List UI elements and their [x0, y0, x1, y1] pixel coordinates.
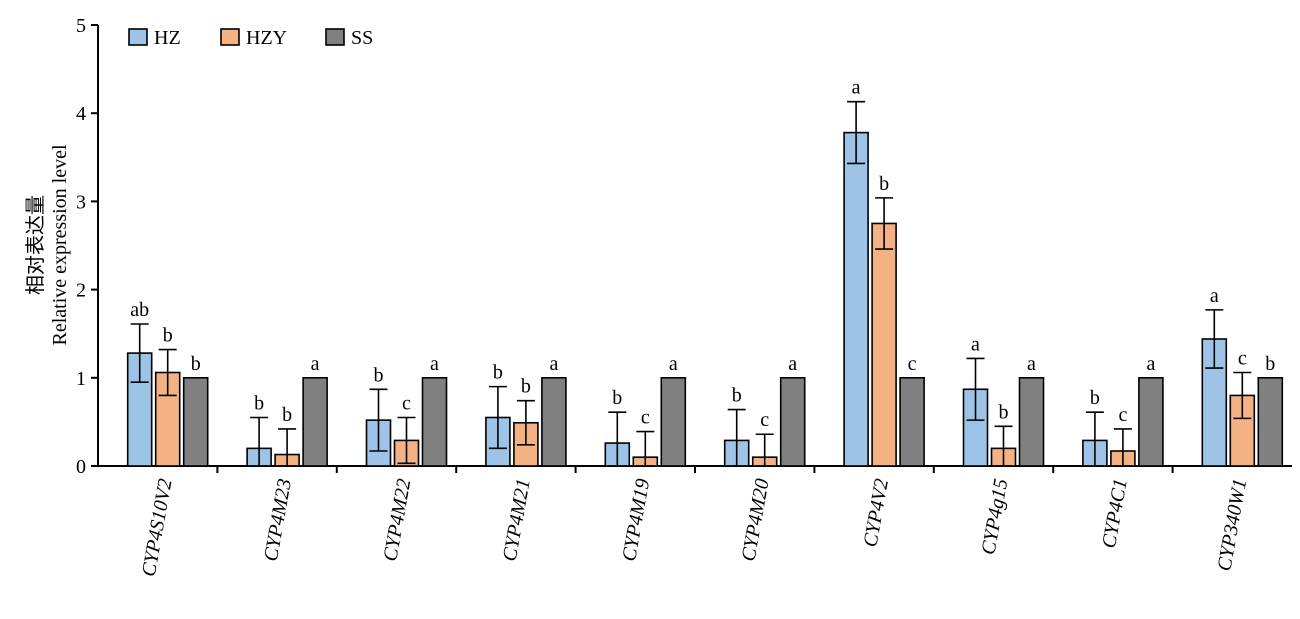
significance-label: b: [191, 353, 201, 375]
y-axis-label: Relative expression level: [49, 144, 71, 345]
significance-label: c: [641, 407, 650, 429]
significance-label: a: [788, 353, 797, 375]
category-label: CYP4M19: [618, 477, 654, 563]
legend-swatch-hz: [129, 29, 147, 45]
bar-ss: [423, 378, 447, 466]
y-axis-title: 相对表达量 Relative expression level: [24, 144, 71, 345]
category-label: CYP4M23: [260, 477, 296, 563]
bar-ss: [1139, 378, 1163, 466]
significance-label: c: [760, 409, 769, 431]
bar-ss: [781, 378, 805, 466]
y-tick-label: 0: [76, 456, 86, 478]
significance-label: c: [402, 392, 411, 414]
significance-label: a: [430, 353, 439, 375]
significance-label: ab: [130, 299, 149, 321]
significance-label: a: [1146, 353, 1155, 375]
significance-label: b: [163, 325, 173, 347]
y-tick-label: 2: [76, 280, 86, 302]
category-label: CYP4V2: [859, 477, 893, 549]
category-label: CYP4S10V2: [138, 477, 177, 578]
bar-hz: [844, 133, 868, 466]
significance-label: a: [852, 77, 861, 99]
significance-label: b: [282, 404, 292, 426]
significance-label: a: [311, 353, 320, 375]
bar-ss: [900, 378, 924, 466]
bar-ss: [1020, 378, 1044, 466]
significance-label: b: [374, 364, 384, 386]
significance-label: a: [971, 333, 980, 355]
significance-label: b: [254, 392, 264, 414]
category-labels: CYP4S10V2 CYP4M23 CYP4M22 CYP4M21 CYP4M19 CYP…: [138, 477, 1251, 578]
significance-label: b: [493, 362, 503, 384]
bar-ss: [303, 378, 327, 466]
significance-label: b: [732, 385, 742, 407]
significance-label: c: [1238, 348, 1247, 370]
bars: [128, 133, 1283, 466]
significance-label: a: [1027, 353, 1036, 375]
category-label: CYP4g15: [977, 477, 1012, 556]
significance-label: b: [999, 401, 1009, 423]
bar-ss: [1258, 378, 1282, 466]
category-label: CYP4M20: [737, 477, 773, 563]
significance-label: c: [908, 353, 917, 375]
significance-label: b: [879, 173, 889, 195]
significance-label: a: [669, 353, 678, 375]
y-tick-label: 3: [76, 191, 86, 213]
bar-hzy: [872, 223, 896, 466]
y-tick-label: 4: [76, 103, 86, 125]
significance-label: b: [612, 387, 622, 409]
significance-label: b: [1265, 353, 1275, 375]
y-tick-label: 1: [76, 368, 86, 390]
y-axis-label-cn: 相对表达量: [24, 195, 47, 295]
y-tick-label: 5: [76, 15, 86, 37]
bar-ss: [661, 378, 685, 466]
legend-label-ss: SS: [351, 27, 373, 49]
significance-label: a: [549, 353, 558, 375]
category-label: CYP340W1: [1213, 477, 1251, 573]
significance-label: c: [1118, 404, 1127, 426]
legend-label-hz: HZ: [154, 27, 181, 49]
significance-label: a: [1210, 285, 1219, 307]
legend-swatch-hzy: [221, 29, 239, 45]
category-label: CYP4C1: [1098, 477, 1132, 550]
bar-ss: [542, 378, 566, 466]
category-label: CYP4M22: [379, 477, 415, 563]
legend-swatch-ss: [326, 29, 344, 45]
bar-ss: [184, 378, 208, 466]
error-bars: [131, 102, 1252, 466]
legend-label-hzy: HZY: [246, 27, 287, 49]
significance-label: b: [1090, 387, 1100, 409]
legend: HZ HZY SS: [129, 27, 373, 49]
category-label: CYP4M21: [499, 477, 535, 563]
significance-label: b: [521, 376, 531, 398]
